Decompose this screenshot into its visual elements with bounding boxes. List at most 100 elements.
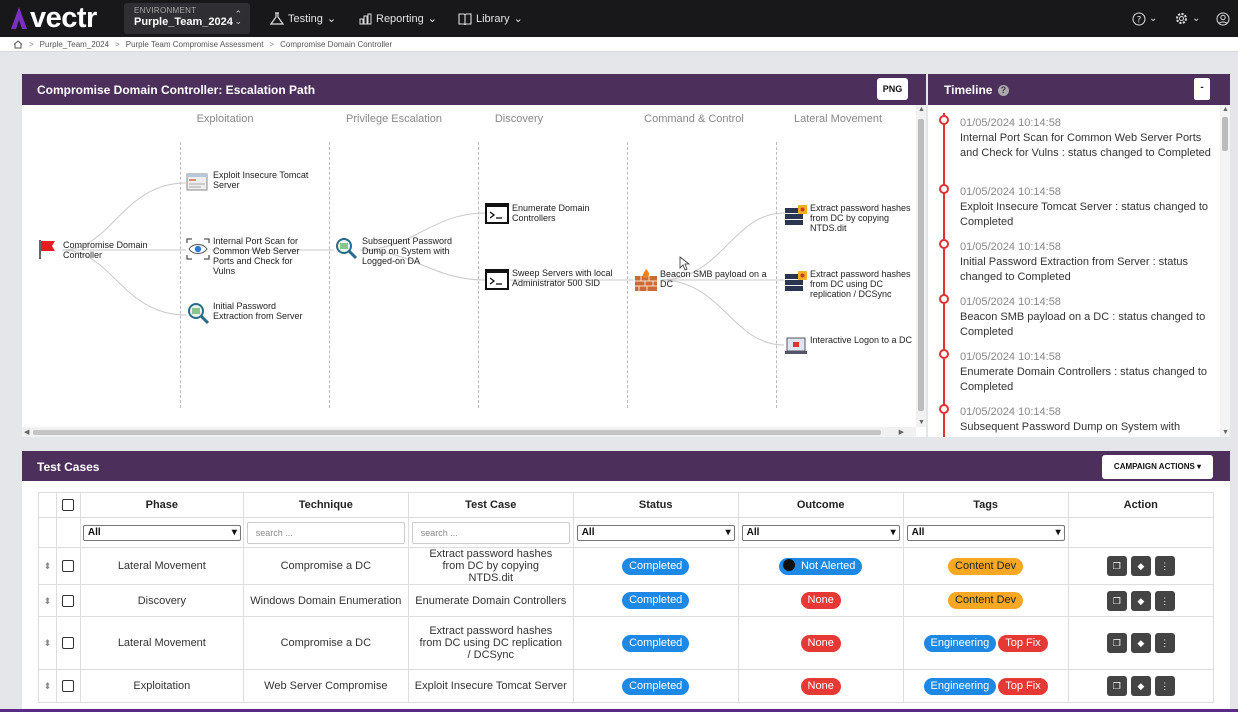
more-vertical-icon[interactable]: ⋮ (1154, 633, 1175, 653)
timeline-dot (939, 349, 949, 359)
scroll-down-arrow-icon[interactable]: ▼ (1222, 429, 1229, 436)
row-checkbox[interactable] (62, 594, 75, 607)
png-export-button[interactable]: PNG (877, 78, 908, 100)
select-all-header[interactable] (55, 492, 81, 518)
graph-node-logon[interactable]: Interactive Logon to a DC (810, 335, 913, 345)
nav-testing[interactable]: Testing ⌄ (270, 0, 336, 37)
copy-icon[interactable]: ❐ (1106, 633, 1127, 653)
drag-handle[interactable]: ⬍ (38, 669, 57, 703)
browser-window-icon[interactable] (186, 172, 208, 192)
graph-horizontal-scrollbar[interactable]: ◀ ▶ (22, 427, 916, 437)
copy-icon[interactable]: ❐ (1106, 676, 1127, 696)
escalation-graph[interactable]: Exploitation Privilege Escalation Discov… (22, 105, 916, 427)
tag-badge: Top Fix (998, 634, 1048, 652)
graph-node-beacon[interactable]: Beacon SMB payload on a DC (660, 269, 767, 289)
graph-node-pwextract[interactable]: Initial Password Extraction from Server (213, 301, 303, 321)
graph-node-enumdc[interactable]: Enumerate Domain Controllers (512, 203, 590, 223)
nav-reporting[interactable]: Reporting ⌄ (359, 0, 437, 37)
column-header-technique[interactable]: Technique (242, 492, 409, 518)
scroll-up-arrow-icon[interactable]: ▲ (918, 106, 925, 113)
table-row[interactable]: ⬍ Lateral Movement Compromise a DC Extra… (38, 547, 1215, 585)
phase-filter-select[interactable]: All (82, 524, 241, 541)
more-vertical-icon[interactable]: ⋮ (1154, 556, 1175, 576)
campaign-actions-button[interactable]: CAMPAIGN ACTIONS ▾ (1102, 455, 1213, 479)
action-cell: ❐ ◆ ⋮ (1067, 547, 1215, 585)
graph-node-ntds[interactable]: Extract password hashes from DC by copyi… (810, 203, 911, 233)
row-checkbox[interactable] (62, 560, 75, 573)
timeline-scrollbar[interactable]: ▲ ▼ (1220, 105, 1230, 437)
drag-handle[interactable]: ⬍ (38, 547, 57, 585)
table-row[interactable]: ⬍ Exploitation Web Server Compromise Exp… (38, 669, 1215, 703)
terminal-icon[interactable] (485, 269, 509, 290)
scrollbar-thumb[interactable] (918, 119, 924, 411)
testcase-cell[interactable]: Exploit Insecure Tomcat Server (407, 669, 574, 703)
technique-search-input[interactable]: search ... (246, 521, 405, 544)
more-vertical-icon[interactable]: ⋮ (1154, 590, 1175, 611)
graph-node-root[interactable]: Compromise Domain Controller (63, 240, 148, 260)
drag-handle-icon[interactable]: ⬍ (43, 595, 52, 606)
column-header-status[interactable]: Status (572, 492, 739, 518)
timeline-collapse-button[interactable]: - (1194, 78, 1210, 100)
copy-icon[interactable]: ❐ (1106, 556, 1127, 576)
nav-library[interactable]: Library ⌄ (458, 0, 523, 37)
more-vertical-icon[interactable]: ⋮ (1154, 676, 1175, 696)
scroll-right-arrow-icon[interactable]: ▶ (898, 429, 904, 436)
testcase-cell[interactable]: Extract password hashes from DC using DC… (407, 616, 574, 670)
column-header-phase[interactable]: Phase (79, 492, 244, 518)
row-checkbox[interactable] (62, 637, 75, 650)
laptop-icon[interactable] (784, 335, 808, 357)
vectr-logo[interactable]: vectr (10, 3, 97, 33)
scroll-left-arrow-icon[interactable]: ◀ (24, 429, 30, 436)
user-menu[interactable] (1216, 0, 1230, 37)
copy-icon[interactable]: ❐ (1106, 590, 1127, 611)
outcome-filter-select[interactable]: All (741, 524, 900, 541)
graph-node-pwdump[interactable]: Subsequent Password Dump on System with … (362, 236, 453, 266)
testcase-cell[interactable]: Enumerate Domain Controllers (407, 584, 574, 617)
server-lock-icon[interactable] (784, 202, 808, 226)
tags-filter-select[interactable]: All (906, 524, 1065, 541)
graph-node-dcsync[interactable]: Extract password hashes from DC using DC… (810, 269, 911, 299)
scrollbar-thumb[interactable] (1222, 117, 1228, 151)
graph-node-sweep[interactable]: Sweep Servers with local Administrator 5… (512, 268, 613, 288)
column-header-tags[interactable]: Tags (902, 492, 1069, 518)
environment-selector[interactable]: ENVIRONMENT Purple_Team_2024 ⌃ ⌄ (124, 3, 250, 34)
server-lock-icon[interactable] (784, 268, 808, 292)
eye-scan-icon[interactable] (186, 238, 210, 260)
drag-column-header (38, 492, 57, 518)
graph-node-tomcat[interactable]: Exploit Insecure Tomcat Server (213, 170, 309, 190)
column-header-outcome[interactable]: Outcome (737, 492, 904, 518)
magnifier-icon[interactable] (186, 301, 210, 325)
drag-handle[interactable]: ⬍ (38, 616, 57, 670)
help-icon[interactable]: ? (997, 85, 1009, 96)
tag-icon[interactable]: ◆ (1130, 590, 1151, 611)
help-menu[interactable]: ? ⌄ (1132, 0, 1157, 37)
scroll-up-arrow-icon[interactable]: ▲ (1222, 106, 1229, 113)
drag-handle-icon[interactable]: ⬍ (43, 638, 52, 648)
status-filter-select[interactable]: All (576, 524, 735, 541)
table-row[interactable]: ⬍ Lateral Movement Compromise a DC Extra… (38, 616, 1215, 670)
breadcrumb-item[interactable]: Purple_Team_2024 (39, 39, 110, 49)
table-row[interactable]: ⬍ Discovery Windows Domain Enumeration E… (38, 584, 1215, 617)
breadcrumb-item[interactable]: Purple Team Compromise Assessment (125, 39, 264, 49)
testcase-search-input[interactable]: search ... (411, 521, 570, 544)
drag-handle-icon[interactable]: ⬍ (43, 681, 52, 691)
drag-handle-icon[interactable]: ⬍ (43, 561, 52, 571)
scroll-down-arrow-icon[interactable]: ▼ (918, 419, 925, 426)
testcase-cell[interactable]: Extract password hashes from DC by copyi… (407, 547, 574, 585)
row-checkbox[interactable] (62, 680, 75, 693)
tag-icon[interactable]: ◆ (1130, 676, 1151, 696)
flag-icon[interactable] (37, 238, 59, 260)
scrollbar-thumb[interactable] (33, 430, 881, 435)
home-icon[interactable] (13, 39, 23, 49)
tag-icon[interactable]: ◆ (1130, 556, 1151, 576)
magnifier-icon[interactable] (334, 236, 358, 260)
firewall-icon[interactable] (634, 268, 658, 292)
graph-vertical-scrollbar[interactable]: ▲ ▼ (916, 105, 926, 427)
drag-handle[interactable]: ⬍ (38, 584, 57, 617)
select-all-checkbox[interactable] (62, 499, 75, 512)
column-header-testcase[interactable]: Test Case (407, 492, 574, 518)
settings-menu[interactable]: ⌄ (1174, 0, 1200, 37)
tag-icon[interactable]: ◆ (1130, 633, 1151, 653)
terminal-icon[interactable] (485, 203, 509, 224)
graph-node-portscan[interactable]: Internal Port Scan for Common Web Server… (213, 236, 300, 276)
